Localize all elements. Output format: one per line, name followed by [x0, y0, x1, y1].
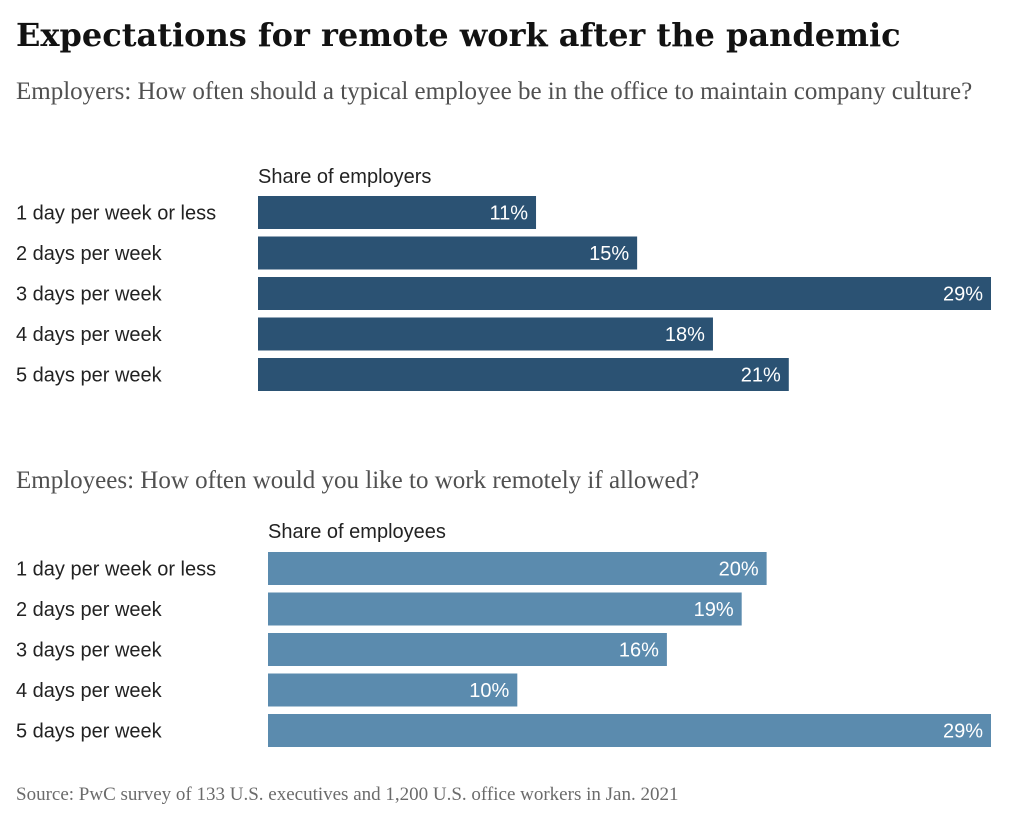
employers-category-label: 2 days per week: [16, 243, 163, 265]
employers-value-label: 11%: [489, 203, 528, 225]
employers-bar: [258, 196, 537, 229]
employees-category-label: 2 days per week: [16, 599, 163, 621]
employees-value-label: 16%: [619, 640, 659, 662]
employers-axis-label: Share of employers: [258, 166, 432, 188]
employers-bar: [258, 277, 991, 310]
employees-axis-label: Share of employees: [268, 521, 446, 543]
employers-bar: [258, 358, 789, 391]
employees-bar: [268, 633, 667, 666]
employees-value-label: 10%: [469, 680, 509, 702]
employees-value-label: 19%: [694, 599, 734, 621]
employers-category-label: 5 days per week: [16, 365, 163, 387]
employees-question: Employees: How often would you like to w…: [16, 467, 700, 494]
employees-category-label: 4 days per week: [16, 680, 163, 702]
employees-bar: [268, 552, 767, 585]
employees-category-label: 1 day per week or less: [16, 559, 216, 581]
employers-value-label: 18%: [665, 324, 705, 346]
employees-bar: [268, 592, 742, 626]
employers-category-label: 3 days per week: [16, 284, 163, 306]
employees-category-label: 3 days per week: [16, 640, 163, 662]
employers-value-label: 29%: [943, 284, 983, 306]
employees-category-label: 5 days per week: [16, 721, 163, 743]
employees-value-label: 20%: [719, 559, 759, 581]
source-note: Source: PwC survey of 133 U.S. executive…: [16, 784, 679, 805]
employers-bar: [258, 317, 713, 351]
employers-value-label: 21%: [741, 365, 781, 387]
employers-question: Employers: How often should a typical em…: [16, 78, 973, 105]
employees-bar: [268, 714, 991, 747]
employers-bar-chart: 1 day per week or less 11% 2 days per week…: [16, 196, 991, 391]
employees-bar: [268, 673, 518, 707]
employers-value-label: 15%: [589, 243, 629, 265]
chart-title: Expectations for remote work after the p…: [16, 16, 901, 54]
employers-bar: [258, 236, 638, 270]
employers-category-label: 4 days per week: [16, 324, 163, 346]
employees-bar-chart: 1 day per week or less 20% 2 days per week…: [16, 552, 991, 747]
employees-value-label: 29%: [943, 721, 983, 743]
employers-category-label: 1 day per week or less: [16, 203, 216, 225]
